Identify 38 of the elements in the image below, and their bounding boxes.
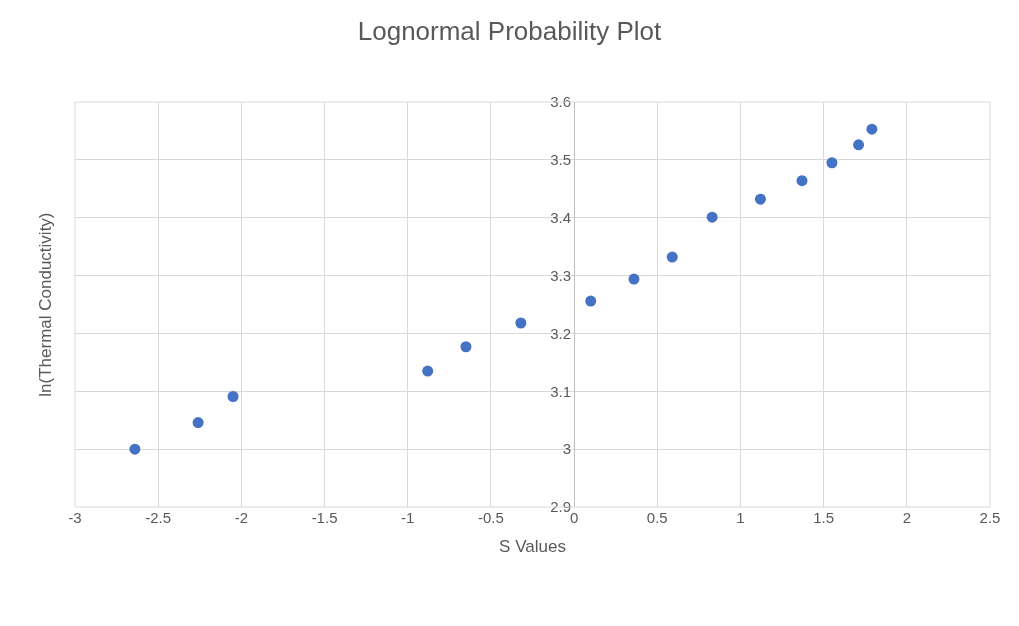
x-tick-label: 0 bbox=[569, 509, 579, 526]
x-tick-label: 0.5 bbox=[646, 509, 668, 526]
y-tick-label: 3.6 bbox=[550, 93, 572, 111]
chart-title: Lognormal Probability Plot bbox=[357, 16, 663, 47]
y-tick-label: 3.1 bbox=[550, 382, 572, 400]
y-tick-label: 3.2 bbox=[550, 324, 572, 342]
x-tick-label: -2 bbox=[234, 509, 249, 526]
y-tick-label: 3.5 bbox=[550, 151, 572, 169]
point bbox=[628, 273, 640, 285]
y-tick-label: 2.9 bbox=[550, 498, 572, 516]
point bbox=[129, 443, 141, 455]
x-tick-label: 2.5 bbox=[979, 509, 1001, 526]
x-tick-label: -3 bbox=[68, 509, 82, 526]
x-tick-label: 1 bbox=[736, 509, 745, 526]
y-tick-label: 3.3 bbox=[550, 266, 572, 284]
x-tick-label: -2.5 bbox=[145, 509, 172, 526]
x-tick-label: 2 bbox=[902, 509, 911, 526]
point bbox=[853, 139, 865, 151]
y-axis-title: ln(Thermal Conductivity) bbox=[35, 212, 55, 397]
point bbox=[796, 175, 808, 187]
point bbox=[585, 295, 597, 307]
x-tick-label: -1 bbox=[401, 509, 415, 526]
y-tick-label: 3 bbox=[562, 440, 572, 458]
x-tick-label: 1.5 bbox=[813, 509, 835, 526]
point bbox=[754, 193, 766, 205]
x-tick-label: -0.5 bbox=[477, 509, 504, 526]
point bbox=[227, 390, 239, 402]
point bbox=[706, 211, 718, 223]
x-tick-label: -1.5 bbox=[311, 509, 338, 526]
point bbox=[666, 251, 678, 263]
point bbox=[460, 341, 472, 353]
x-axis-title: S Values bbox=[499, 537, 566, 557]
point bbox=[192, 417, 204, 429]
y-tick-label: 3.4 bbox=[550, 208, 572, 226]
point bbox=[422, 365, 434, 377]
point bbox=[866, 123, 878, 135]
point bbox=[515, 317, 527, 329]
point bbox=[826, 157, 838, 169]
